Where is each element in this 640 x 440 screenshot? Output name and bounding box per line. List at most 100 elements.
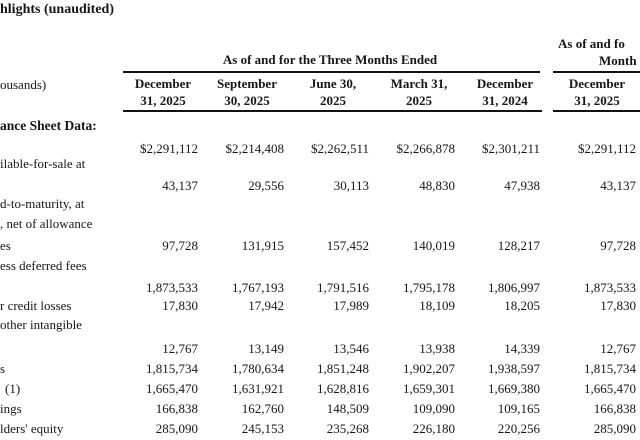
value-cell: $2,291,112 (139, 141, 198, 156)
column-header-september-30-2025: September 30, 2025 (202, 75, 292, 109)
column-header-line2: 31, 2025 (574, 93, 620, 108)
value-cell: 131,915 (241, 238, 284, 253)
value-cell: 148,509 (326, 401, 369, 416)
column-header-line2: 31, 2024 (482, 93, 528, 108)
value-cell: 285,090 (593, 421, 636, 436)
value-cell: $2,266,878 (396, 141, 456, 156)
row-label-fragment-available-for-sale: ilable-for-sale at (0, 156, 86, 171)
value-cell: 235,268 (326, 421, 369, 436)
row-label-fragment-held-to-maturity: d-to-maturity, at (0, 196, 85, 211)
column-header-line1: September (217, 76, 277, 91)
value-cell: 140,019 (412, 238, 455, 253)
value-cell: 12,767 (162, 341, 198, 356)
units-note: ousands) (0, 77, 47, 92)
column-header-december-31-2025-right: December 31, 2025 (552, 75, 640, 109)
column-header-line1: December (568, 76, 626, 91)
table-row-securities-afs: 43,137 29,556 30,113 48,830 47,938 43,13… (0, 178, 640, 193)
value-cell: 17,830 (600, 298, 636, 313)
table-row-loans: 1,873,533 1,767,193 1,791,516 1,795,178 … (0, 280, 640, 295)
value-cell: 17,942 (248, 298, 284, 313)
header-rule-bottom-left-group (123, 110, 542, 112)
value-cell: 1,628,816 (317, 381, 369, 396)
row-label-fragment-net-of-allowance: , net of allowance (0, 216, 93, 231)
value-cell: 1,659,301 (403, 381, 455, 396)
value-cell: $2,291,112 (577, 141, 636, 156)
value-cell: 12,767 (600, 341, 636, 356)
value-cell: 17,989 (333, 298, 369, 313)
row-label-fragment-credit-losses: r credit losses (0, 298, 72, 313)
value-cell: 14,339 (504, 341, 540, 356)
value-cell: 1,851,248 (317, 361, 369, 376)
table-row-total-assets: $2,291,112 $2,214,408 $2,262,511 $2,266,… (0, 141, 640, 156)
value-cell: 162,760 (241, 401, 284, 416)
value-cell: 29,556 (248, 178, 284, 193)
table-row-securities-htm: 97,728 131,915 157,452 140,019 128,217 9… (0, 238, 640, 253)
value-cell: 97,728 (600, 238, 636, 253)
value-cell: 226,180 (412, 421, 455, 436)
value-cell: 1,665,470 (146, 381, 198, 396)
value-cell: $2,301,211 (481, 141, 540, 156)
period-group-header-three-months: As of and for the Three Months Ended (222, 52, 438, 67)
value-cell: 1,815,734 (146, 361, 198, 376)
value-cell: 285,090 (155, 421, 198, 436)
value-cell: 1,791,516 (317, 280, 369, 295)
value-cell: 13,149 (248, 341, 284, 356)
value-cell: 1,780,634 (232, 361, 284, 376)
value-cell: 166,838 (593, 401, 636, 416)
table-row-footnote-1-item: 1,665,470 1,631,921 1,628,816 1,659,301 … (0, 381, 640, 396)
value-cell: 1,669,380 (488, 381, 540, 396)
column-header-line1: June 30, (309, 76, 357, 91)
header-rule-top-left-group (123, 71, 540, 73)
column-header-june-30-2025: June 30, 2025 (288, 75, 378, 109)
table-row-borrowings: 166,838 162,760 148,509 109,090 109,165 … (0, 401, 640, 416)
row-label-fragment-other-intangible: other intangible (0, 317, 82, 332)
value-cell: 18,109 (419, 298, 455, 313)
column-header-december-31-2025: December 31, 2025 (118, 75, 208, 109)
value-cell: 43,137 (600, 178, 636, 193)
value-cell: 157,452 (326, 238, 369, 253)
value-cell: 245,153 (241, 421, 284, 436)
column-header-line1: December (134, 76, 192, 91)
value-cell: 43,137 (162, 178, 198, 193)
value-cell: 166,838 (155, 401, 198, 416)
value-cell: 17,830 (162, 298, 198, 313)
row-label-fragment-footnote-1: (1) (5, 381, 21, 396)
period-group-header-right-line1: As of and fo (558, 36, 625, 51)
row-label-fragment-borrowings: ings (0, 401, 22, 416)
balance-sheet-data-heading: ance Sheet Data: (0, 118, 97, 133)
document-title: hlights (unaudited) (0, 2, 114, 17)
value-cell: 30,113 (333, 178, 369, 193)
table-row-goodwill-intangibles: 12,767 13,149 13,546 13,938 14,339 12,76… (0, 341, 640, 356)
row-label-fragment-deposits: s (0, 361, 6, 376)
value-cell: 18,205 (504, 298, 540, 313)
value-cell: 1,767,193 (232, 280, 284, 295)
value-cell: 13,938 (419, 341, 455, 356)
row-label-fragment-holders-equity: lders' equity (0, 421, 64, 436)
value-cell: 109,090 (412, 401, 455, 416)
value-cell: 1,873,533 (146, 280, 198, 295)
value-cell: 1,631,921 (232, 381, 284, 396)
value-cell: 13,546 (333, 341, 369, 356)
table-row-allowance-credit-losses: 17,830 17,942 17,989 18,109 18,205 17,83… (0, 298, 640, 313)
period-group-header-right-line2: Month (599, 53, 637, 68)
column-header-line2: 30, 2025 (224, 93, 270, 108)
column-header-line2: 31, 2025 (140, 93, 186, 108)
column-header-line1: December (476, 76, 534, 91)
value-cell: 1,902,207 (403, 361, 455, 376)
value-cell: 1,815,734 (584, 361, 636, 376)
header-rule-bottom-right-group (553, 110, 640, 112)
value-cell: 1,806,997 (488, 280, 540, 295)
column-header-line2: 2025 (320, 93, 346, 108)
column-header-line1: March 31, (390, 76, 448, 91)
column-header-line2: 2025 (406, 93, 432, 108)
value-cell: 97,728 (162, 238, 198, 253)
table-row-shareholders-equity: 285,090 245,153 235,268 226,180 220,256 … (0, 421, 640, 436)
column-header-march-31-2025: March 31, 2025 (374, 75, 464, 109)
value-cell: 1,873,533 (584, 280, 636, 295)
row-label-fragment-deferred-fees: ess deferred fees (0, 258, 87, 273)
value-cell: $2,214,408 (225, 141, 285, 156)
value-cell: 47,938 (504, 178, 540, 193)
column-header-december-31-2024: December 31, 2024 (460, 75, 550, 109)
value-cell: 220,256 (497, 421, 540, 436)
